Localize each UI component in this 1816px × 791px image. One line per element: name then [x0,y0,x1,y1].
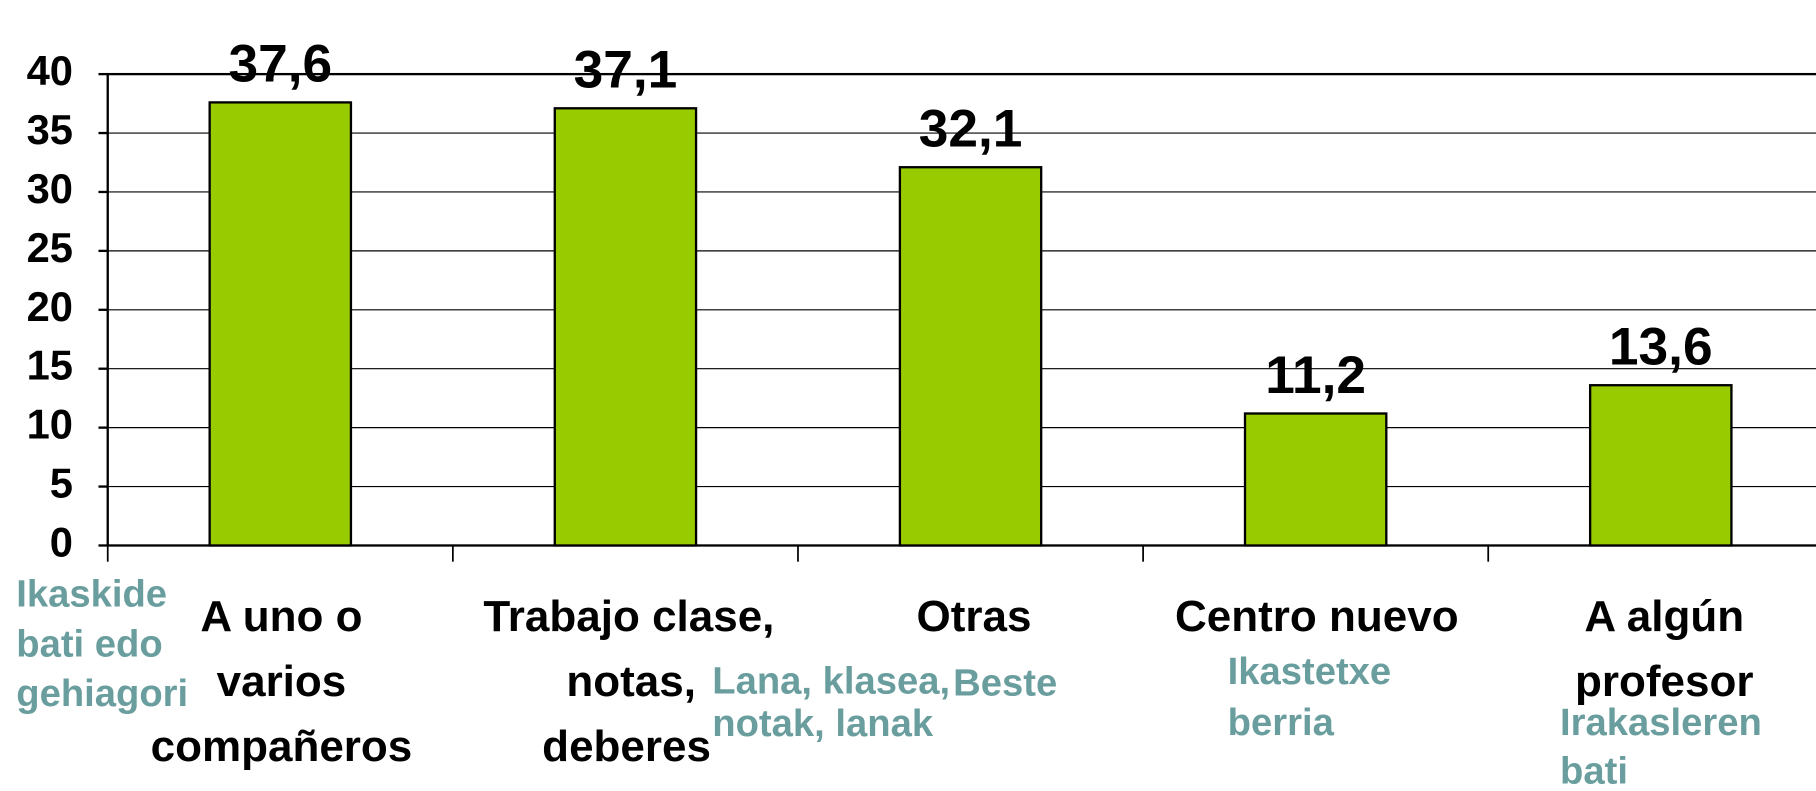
value-label: 37,6 [228,35,332,94]
y-tick-label: 20 [27,283,73,330]
x-tick-label: varios [217,657,347,706]
secondary-label: Irakasleren [1560,701,1762,744]
value-label: 37,1 [574,41,678,100]
y-tick-label: 35 [27,106,73,153]
secondary-label: Ikaskide [16,573,167,616]
bar [553,107,698,547]
x-tick-label: Centro nuevo [1175,592,1459,641]
secondary-label: notak, lanak [712,702,934,745]
x-tick-label: compañeros [151,722,413,771]
bar [1243,412,1388,547]
x-tick-label: Trabajo clase, [483,592,774,641]
secondary-label: gehiagori [16,672,188,715]
y-tick-label: 25 [27,224,73,271]
x-tick-label: A algún [1584,592,1744,641]
y-tick-label: 40 [27,47,73,94]
x-tick-label: profesor [1575,657,1753,706]
value-label: 32,1 [919,100,1023,159]
secondary-label: Lana, klasea, [712,659,950,702]
secondary-label: Ikastetxe [1228,650,1392,693]
x-tick-label: deberes [542,722,711,771]
y-tick-label: 0 [50,518,73,565]
value-label: 11,2 [1265,346,1366,405]
secondary-label: Beste [953,662,1057,705]
y-tick-label: 5 [50,460,73,507]
bar [208,101,353,547]
x-tick-label: Otras [917,592,1032,641]
secondary-label: berria [1228,701,1335,744]
x-tick-label: notas, [566,657,696,706]
y-tick-label: 15 [27,342,73,389]
bar [1588,384,1733,547]
y-tick-label: 30 [27,165,73,212]
bar [898,166,1043,547]
x-tick-label: A uno o [200,592,362,641]
secondary-label: bati [1560,750,1628,791]
secondary-label: bati edo [16,622,162,665]
value-label: 13,6 [1609,318,1713,377]
y-tick-label: 10 [27,401,73,448]
